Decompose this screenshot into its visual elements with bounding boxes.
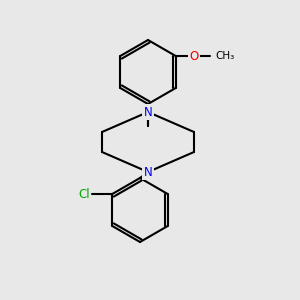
Text: O: O [189,50,198,62]
Text: N: N [144,166,152,178]
Text: Cl: Cl [79,188,90,200]
Text: N: N [144,106,152,118]
Text: CH₃: CH₃ [216,51,235,61]
